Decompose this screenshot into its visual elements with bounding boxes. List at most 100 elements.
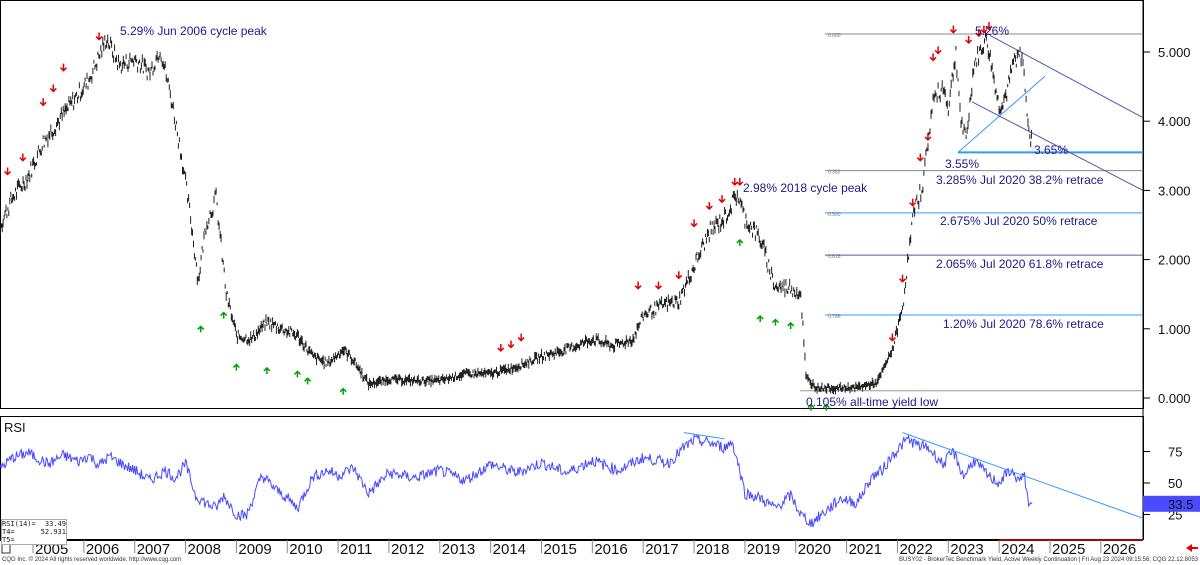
buy-arrow-icon	[736, 238, 744, 246]
year-label: 2022	[899, 541, 932, 558]
annotation-fib-382: 3.285% Jul 2020 38.2% retrace	[936, 173, 1104, 187]
sell-arrow-icon	[965, 36, 973, 45]
year-label: 2005	[35, 541, 68, 558]
price-tick-label: 4.000	[1158, 114, 1191, 129]
year-label: 2010	[289, 541, 322, 558]
sell-arrow-icon	[634, 281, 642, 290]
price-bars	[0, 30, 1032, 395]
sell-arrow-icon	[49, 84, 57, 93]
buy-arrow-icon	[197, 325, 205, 333]
year-label: 2023	[950, 541, 983, 558]
year-label: 2011	[340, 541, 372, 558]
buy-arrow-icon	[756, 314, 764, 323]
year-label: 2019	[747, 541, 780, 558]
rsi-tick-label: 75	[1168, 445, 1182, 460]
sell-arrow-icon	[888, 333, 896, 342]
fib-ratio-label: 0.786	[828, 314, 841, 320]
annotation-2018-peak: 2.98% 2018 cycle peak	[743, 181, 868, 195]
year-label: 2021	[849, 541, 882, 558]
sell-arrow-icon	[949, 25, 957, 34]
buy-arrow-icon	[220, 311, 228, 319]
annotation-fib-618: 2.065% Jul 2020 61.8% retrace	[936, 257, 1104, 271]
sell-arrow-icon	[985, 22, 993, 31]
rsi-trendline-2018	[683, 432, 725, 440]
annotation-low-355: 3.55%	[945, 157, 980, 171]
sell-arrow-icon	[95, 32, 103, 41]
year-label: 2008	[188, 541, 221, 558]
sell-arrow-icon	[929, 53, 937, 62]
sell-arrow-icon	[39, 98, 47, 107]
year-label: 2006	[86, 541, 119, 558]
buy-arrow-icon	[771, 318, 779, 326]
annotation-2006-peak: 5.29% Jun 2006 cycle peak	[120, 24, 267, 38]
year-label: 2015	[544, 541, 577, 558]
buy-arrow-icon	[822, 403, 830, 411]
price-tick-label: 1.000	[1158, 322, 1191, 337]
year-label: 2007	[137, 541, 170, 558]
annotation-current-365: 3.65%	[1034, 143, 1069, 157]
year-label: 2018	[696, 541, 729, 558]
year-label: 2026	[1103, 541, 1136, 558]
sell-arrow-icon	[934, 46, 942, 55]
sell-arrow-icon	[690, 219, 698, 228]
sell-arrow-icon	[975, 29, 983, 38]
year-label: 2024	[1001, 541, 1034, 558]
price-tick-label: 2.000	[1158, 253, 1191, 268]
sell-arrow-icon	[924, 132, 932, 141]
sell-arrow-icon	[507, 340, 515, 349]
sell-arrow-icon	[916, 153, 924, 162]
t4-label: T4=	[2, 528, 15, 536]
buy-arrow-icon	[232, 363, 240, 371]
year-label: 2025	[1052, 541, 1085, 558]
price-tick-label: 0.000	[1158, 391, 1191, 406]
rising-trendline	[957, 75, 1046, 153]
price-tick-label: 3.000	[1158, 183, 1191, 198]
sell-arrow-icon	[718, 195, 726, 204]
sell-arrow-icon	[731, 177, 739, 186]
t4-value: 52.931	[40, 528, 66, 536]
rsi-tick-label: 50	[1168, 476, 1182, 491]
annotation-peak-526: 5.26%	[975, 24, 1010, 38]
sell-arrow-icon	[59, 63, 68, 72]
rsi-title: RSI	[4, 420, 26, 435]
sell-arrow-icon	[19, 153, 27, 162]
buy-arrow-icon	[293, 370, 301, 378]
sell-arrow-icon	[736, 177, 744, 186]
sell-arrow-icon	[980, 25, 988, 34]
rsi-legend-value: 33.49	[44, 520, 66, 528]
sell-arrow-icon	[675, 271, 683, 280]
fib-ratio-label: 0.618	[828, 254, 841, 260]
buy-arrow-icon	[304, 377, 312, 385]
year-label: 2017	[645, 541, 678, 558]
rsi-legend-label: RSI(14)=	[2, 520, 36, 528]
year-label: 2012	[391, 541, 424, 558]
year-label: 2014	[493, 541, 526, 558]
rsi-descending-trendline	[902, 432, 1144, 519]
annotation-fib-500: 2.675% Jul 2020 50% retrace	[940, 214, 1098, 228]
channel-lower-line	[971, 101, 1144, 191]
buy-arrow-icon	[263, 366, 271, 374]
sell-arrow-icon	[4, 167, 12, 176]
year-label: 2020	[798, 541, 831, 558]
year-label: 2009	[238, 541, 271, 558]
scroll-right-arrow-icon	[1186, 544, 1198, 552]
rsi-last-value-marker	[1143, 495, 1200, 512]
sell-arrow-icon	[517, 333, 525, 342]
buy-arrow-icon	[807, 403, 815, 411]
sell-arrow-icon	[705, 202, 713, 211]
buy-arrow-icon	[787, 321, 795, 329]
t5-label: T5=	[2, 536, 15, 544]
fib-ratio-label: 0.500	[828, 212, 841, 218]
annotation-fib-786: 1.20% Jul 2020 78.6% retrace	[943, 317, 1104, 331]
sell-arrow-icon	[497, 343, 505, 353]
fib-ratio-label: 0.000	[828, 33, 841, 39]
rsi-line	[0, 433, 1033, 528]
rsi-last-value: 33.5	[1168, 497, 1193, 512]
footer-copyright: CQG Inc. © 2024 All rights reserved worl…	[2, 557, 182, 563]
fib-ratio-label: 0.382	[828, 170, 841, 176]
annotation-all-time-low: 0.105% all-time yield low	[806, 395, 939, 409]
rsi-legend: RSI(14)= 33.49 T4= 52.931 T5=	[1, 519, 67, 545]
sell-arrow-icon	[909, 198, 917, 207]
price-panel-frame	[0, 0, 1144, 409]
